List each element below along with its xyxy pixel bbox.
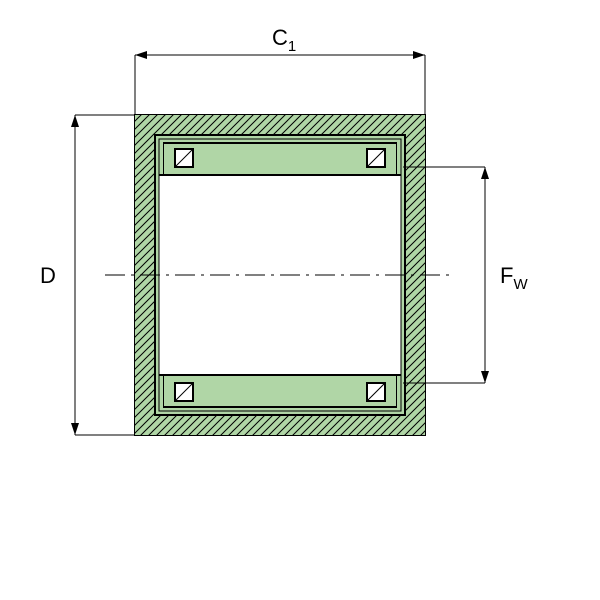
hatch-bottom [135, 415, 425, 435]
roller-bottom [163, 375, 397, 407]
dim-fw-label: FW [500, 263, 528, 293]
cage-bot-right [397, 375, 401, 411]
arrowhead [481, 167, 489, 179]
arrowhead [135, 51, 147, 59]
hatch-top [135, 115, 425, 135]
cage-bot-left [159, 375, 163, 411]
arrowhead [413, 51, 425, 59]
arrowhead [71, 423, 79, 435]
dim-d-label: D [40, 263, 56, 288]
arrowhead [71, 115, 79, 127]
dim-c1-label: C1 [272, 25, 296, 55]
roller-top [163, 143, 397, 175]
cage-top-right [397, 139, 401, 175]
cage-top-left [159, 139, 163, 175]
arrowhead [481, 371, 489, 383]
